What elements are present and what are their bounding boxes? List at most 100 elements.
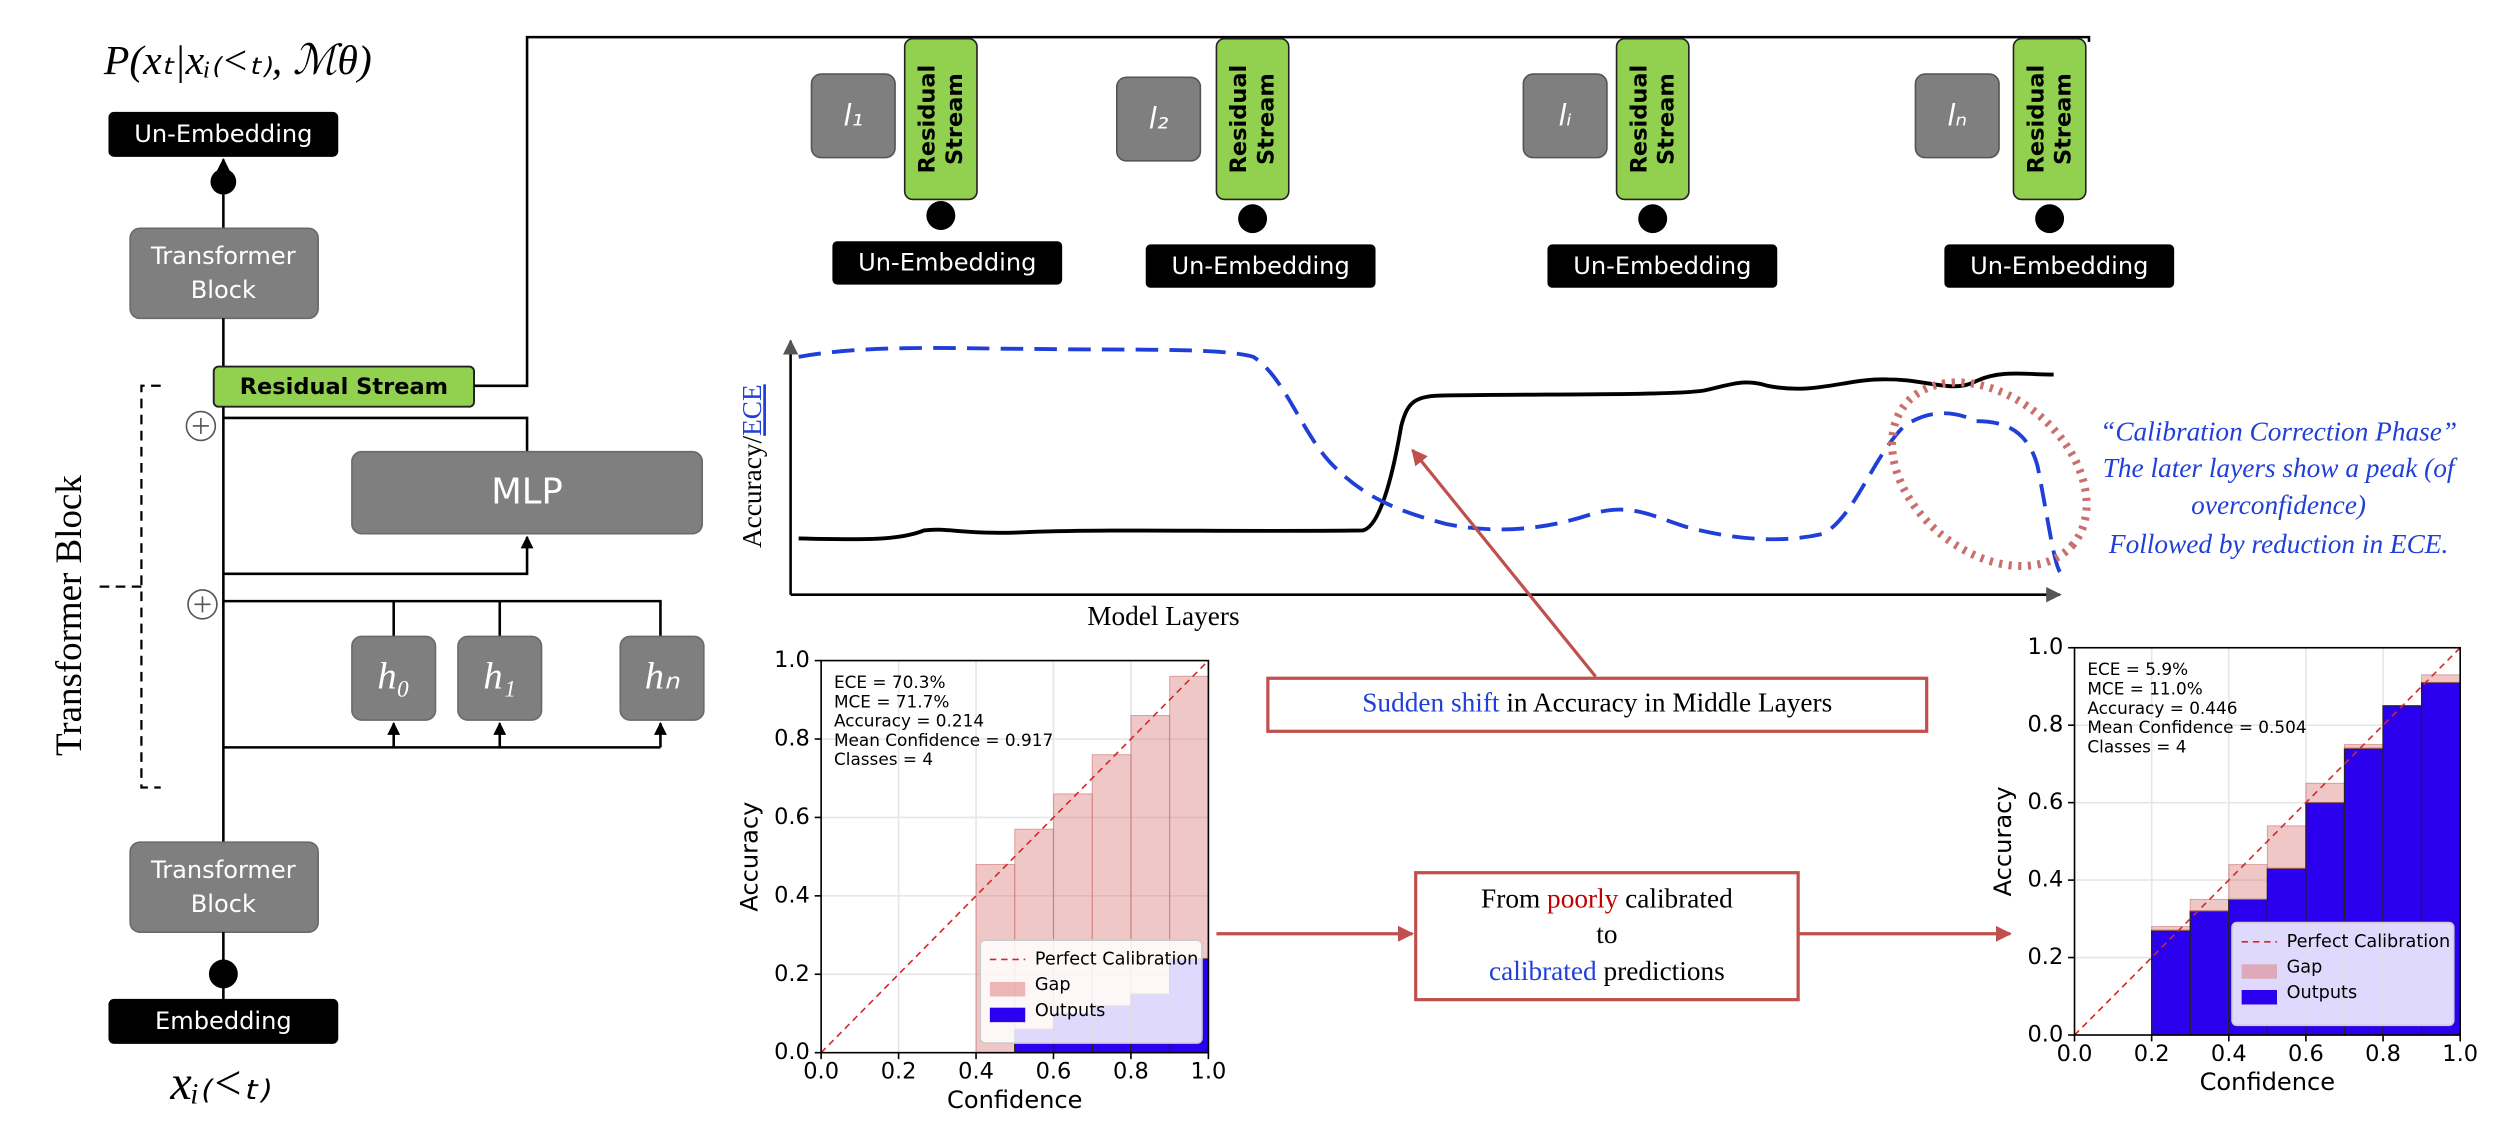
residual-stream-label: Residual Stream bbox=[240, 374, 448, 400]
gap-bar bbox=[2305, 782, 2345, 804]
legend-label: Perfect Calibration bbox=[2287, 932, 2451, 952]
x-tick-label: 0.4 bbox=[2211, 1041, 2247, 1067]
y-axis-label: Accuracy/ECE bbox=[738, 384, 768, 548]
transition-part: calibrated bbox=[1489, 956, 1597, 986]
x-tick-label: 0.6 bbox=[1036, 1058, 1072, 1084]
callout-box bbox=[1266, 676, 1929, 733]
plot-frame bbox=[2073, 646, 2461, 1036]
legend-box bbox=[2231, 921, 2455, 1027]
legend-swatch bbox=[2241, 964, 2277, 979]
head-box bbox=[457, 635, 543, 721]
block-label: Block bbox=[191, 276, 256, 304]
y-tick-label: 1.0 bbox=[774, 647, 810, 673]
block-label: Transformer bbox=[150, 856, 296, 884]
layer-box bbox=[1522, 73, 1608, 159]
stats-line: Mean Confidence = 0.917 bbox=[834, 730, 1053, 750]
un-embedding-label: Un-Embedding bbox=[1573, 252, 1751, 280]
x-axis-label: Model Layers bbox=[1087, 601, 1239, 631]
stream-label: Residual bbox=[914, 65, 940, 174]
un-embedding-box bbox=[1145, 244, 1376, 288]
annotation-line: “Calibration Correction Phase” bbox=[2100, 416, 2457, 446]
head-box bbox=[619, 635, 705, 721]
connector bbox=[223, 599, 662, 637]
stream-connector bbox=[474, 35, 2091, 388]
legend-label: Outputs bbox=[2287, 983, 2358, 1003]
connector bbox=[223, 416, 529, 452]
un-embedding-box bbox=[108, 111, 339, 157]
stats-line: ECE = 70.3% bbox=[834, 672, 945, 692]
stats-line: Classes = 4 bbox=[834, 749, 933, 769]
y-axis-label: Accuracy bbox=[1989, 786, 2017, 896]
un-embedding-box bbox=[1547, 244, 1778, 288]
output-bar bbox=[2151, 929, 2191, 1036]
stream-label: Stream bbox=[1654, 73, 1680, 165]
legend-swatch bbox=[989, 1007, 1026, 1023]
x-tick-label: 0.0 bbox=[803, 1058, 839, 1084]
un-embedding-box bbox=[1944, 244, 2175, 288]
x-tick-label: 0.0 bbox=[2057, 1041, 2093, 1067]
y-tick-label: 0.8 bbox=[2028, 712, 2064, 738]
x-tick-label: 0.8 bbox=[1113, 1058, 1149, 1084]
gap-bar bbox=[1169, 675, 1209, 960]
y-label-part: ECE bbox=[738, 384, 768, 436]
y-tick-label: 0.2 bbox=[774, 961, 810, 987]
layer-label: lₙ bbox=[1947, 98, 1967, 132]
layer-box bbox=[810, 73, 896, 159]
x-axis-label: Confidence bbox=[2200, 1068, 2335, 1096]
bracket-label: Transformer Block bbox=[48, 475, 89, 756]
x-tick-label: 1.0 bbox=[2442, 1041, 2478, 1067]
legend-label: Gap bbox=[1035, 975, 1071, 995]
legend-label: Gap bbox=[2287, 958, 2323, 978]
transition-part: predictions bbox=[1597, 956, 1725, 986]
gap-bar bbox=[2189, 898, 2230, 912]
un-embedding-box bbox=[832, 241, 1063, 285]
output-probability: P(xₜ|xᵢ₍<ₜ₎, ℳθ) bbox=[103, 38, 372, 84]
reliability-diagram: 0.0 0.2 0.4 0.6 0.8 1.0 0.0 0.2 0.4 0.6 0.8 1.0 ECE … bbox=[1989, 634, 2478, 1096]
dot bbox=[926, 201, 956, 230]
head-label: h₀ bbox=[377, 656, 410, 698]
stats-line: Mean Confidence = 0.504 bbox=[2087, 717, 2306, 737]
accuracy-curve bbox=[798, 371, 2054, 542]
mlp-box bbox=[351, 450, 704, 535]
y-tick-label: 0.6 bbox=[774, 804, 810, 830]
un-embedding-label: Un-Embedding bbox=[1171, 252, 1349, 280]
legend-swatch bbox=[989, 981, 1026, 997]
stats-line: Accuracy = 0.214 bbox=[834, 711, 984, 731]
embedding-box bbox=[108, 998, 339, 1044]
x-tick-label: 0.6 bbox=[2288, 1041, 2324, 1067]
head-label: hₙ bbox=[645, 656, 680, 698]
transition: From poorly calibrated to calibrated pre… bbox=[1216, 871, 2012, 1002]
stats-line: Accuracy = 0.446 bbox=[2087, 698, 2237, 718]
y-axis-label: Accuracy bbox=[735, 802, 763, 912]
y-tick-label: 0.4 bbox=[774, 882, 810, 908]
reliability-diagram: 0.0 0.2 0.4 0.6 0.8 1.0 0.0 0.2 0.4 0.6 0.8 1.0 ECE … bbox=[735, 647, 1226, 1114]
layer-label: l₁ bbox=[843, 98, 863, 132]
residual-stream-box bbox=[2012, 37, 2087, 201]
dot bbox=[2035, 204, 2065, 234]
stream-label: Stream bbox=[942, 73, 968, 165]
highlight-ellipse bbox=[1888, 378, 2091, 570]
y-tick-label: 0.0 bbox=[2028, 1022, 2064, 1048]
layer-box bbox=[1116, 76, 1202, 162]
residual-stream-box bbox=[903, 37, 978, 201]
dot bbox=[1638, 204, 1668, 234]
layer-label: lᵢ bbox=[1559, 98, 1572, 132]
annotation-line: Followed by reduction in ECE. bbox=[2108, 529, 2448, 559]
callout-part: Sudden shift bbox=[1362, 688, 1500, 718]
reliability-diagrams: 0.0 0.2 0.4 0.6 0.8 1.0 0.0 0.2 0.4 0.6 0.8 1.0 ECE … bbox=[735, 634, 2478, 1114]
head-box bbox=[351, 635, 437, 721]
connector bbox=[223, 535, 534, 576]
legend-swatch bbox=[2241, 990, 2277, 1005]
y-tick-label: 1.0 bbox=[2028, 634, 2064, 660]
callout-part: in Accuracy in Middle Layers bbox=[1500, 688, 1833, 718]
callout-text: Sudden shift in Accuracy in Middle Layer… bbox=[1362, 688, 1832, 718]
ece-curve bbox=[798, 346, 2062, 574]
dot bbox=[208, 959, 238, 989]
embedding-label: Embedding bbox=[155, 1007, 292, 1035]
y-tick-label: 0.4 bbox=[2028, 867, 2064, 893]
transition-part: From bbox=[1481, 884, 1547, 914]
y-tick-label: 0.2 bbox=[2028, 944, 2064, 970]
mlp-label: MLP bbox=[491, 471, 562, 512]
output-bar bbox=[2189, 910, 2230, 1036]
